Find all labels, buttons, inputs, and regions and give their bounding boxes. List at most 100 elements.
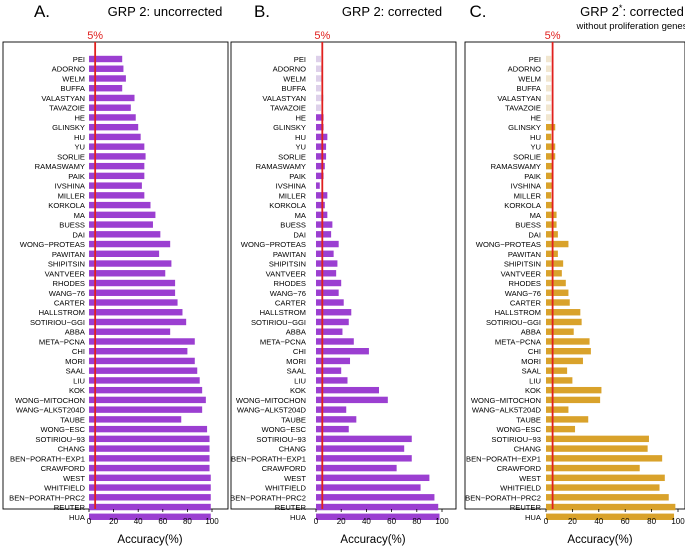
category-label: YU <box>74 143 85 152</box>
chart-panel-2: B. GRP 2: corrected PEIADORNOWELMBUFFAVALA… <box>230 2 457 546</box>
chart-title-rest: : corrected <box>622 4 683 19</box>
category-label: VALASTYAN <box>41 94 85 103</box>
category-label: HU <box>530 133 541 142</box>
x-tick-label: 100 <box>671 517 685 526</box>
category-label: WONG−ESC <box>261 425 306 434</box>
bar-abba <box>546 328 574 335</box>
bar-korkola <box>316 201 325 209</box>
bar-taube <box>546 416 589 423</box>
category-label: BEN−PORATH−EXP1 <box>231 454 306 463</box>
bar-west <box>89 474 211 482</box>
bar-carter <box>316 299 344 306</box>
category-label: WEST <box>284 474 306 483</box>
category-label: HE <box>74 113 85 122</box>
bar-rhodes <box>89 279 176 287</box>
bar-ben-porath-prc2 <box>316 494 435 501</box>
bar-adorno <box>89 65 124 72</box>
bar-sorlie <box>89 153 146 160</box>
chart-subtitle: without proliferation genes <box>576 21 685 32</box>
category-label: TAVAZOIE <box>505 104 541 113</box>
category-label: DAI <box>528 230 541 239</box>
category-label: VANTVEER <box>266 269 307 278</box>
bar-valastyan <box>89 94 135 102</box>
bar-sotiriou-ggi <box>89 318 187 326</box>
bar-crawford <box>316 464 397 472</box>
bar-crawford <box>546 464 640 472</box>
category-label: CHI <box>293 347 306 356</box>
category-label: PAWITAN <box>273 250 306 259</box>
bar-chang <box>89 445 210 452</box>
bar-buess <box>89 221 153 228</box>
category-label: GLINSKY <box>508 123 541 132</box>
category-label: SOTIRIOU−93 <box>256 435 306 444</box>
category-label: HALLSTROM <box>495 308 541 317</box>
category-label: CRAWFORD <box>497 464 542 473</box>
category-label: KOK <box>525 386 541 395</box>
category-label: RAMASWAMY <box>256 162 306 171</box>
category-label: HUA <box>290 513 307 522</box>
bar-chi <box>546 348 591 355</box>
x-tick-label: 20 <box>109 517 118 526</box>
x-tick-label: 40 <box>362 517 371 526</box>
chart-panel-3: C. GRP 2*: corrected without proliferation… <box>464 2 685 546</box>
category-label: META−PCNA <box>39 337 86 346</box>
x-tick-label: 0 <box>544 517 549 526</box>
category-label: CARTER <box>510 299 542 308</box>
category-label: WHITFIELD <box>44 484 85 493</box>
bar-shipitsin <box>546 260 564 267</box>
category-label: CHANG <box>279 445 307 454</box>
category-label: KORKOLA <box>48 201 86 210</box>
category-label: LIU <box>73 376 85 385</box>
bar-ben-porath-exp1 <box>546 455 663 462</box>
category-label: WELM <box>62 74 85 83</box>
bar-shipitsin <box>316 260 338 267</box>
bar-wong-esc <box>89 425 208 433</box>
bar-glinsky <box>89 123 139 131</box>
chart-title-superscript: * <box>619 3 623 13</box>
category-label: WONG−MITOCHON <box>15 396 85 405</box>
chart-title: GRP 2: corrected <box>342 4 442 19</box>
category-label: CHANG <box>58 445 86 454</box>
category-label: KORKOLA <box>269 201 307 210</box>
chart-panel-1: A. GRP 2: uncorrectedPEIADORNOWELMBUFFAVA… <box>2 2 229 546</box>
category-label: BEN−PORATH−PRC2 <box>465 493 541 502</box>
bar-pawitan <box>89 250 160 257</box>
category-label: SHIPITSIN <box>504 260 541 269</box>
category-label: WANG−76 <box>270 289 306 298</box>
category-label: DAI <box>293 230 306 239</box>
category-label: WELM <box>283 74 306 83</box>
bar-pei <box>546 55 552 63</box>
category-label: MORI <box>521 357 541 366</box>
x-tick-label: 60 <box>387 517 396 526</box>
bar-ramaswamy <box>316 162 325 170</box>
category-label: SORLIE <box>513 152 541 161</box>
category-label: HALLSTROM <box>260 308 306 317</box>
category-label: TAUBE <box>516 415 541 424</box>
category-label: PAIK <box>68 172 85 181</box>
category-label: MORI <box>65 357 85 366</box>
category-label: HU <box>74 133 85 142</box>
bar-yu <box>89 143 145 150</box>
bar-ivshina <box>546 182 553 189</box>
x-axis-label: Accuracy(%) <box>340 534 405 546</box>
bar-sotiriou-93 <box>316 435 412 443</box>
bar-ma <box>546 211 557 219</box>
category-label: HUA <box>69 513 86 522</box>
bar-saal <box>89 367 198 374</box>
category-label: HUA <box>525 513 542 522</box>
category-label: MILLER <box>514 191 542 200</box>
category-label: ADORNO <box>273 65 306 74</box>
x-tick-label: 40 <box>134 517 143 526</box>
category-label: IVSHINA <box>511 182 542 191</box>
bar-dai <box>316 231 332 238</box>
bar-hua <box>316 513 440 520</box>
bar-tavazoie <box>89 104 131 111</box>
reference-line-label: 5% <box>314 30 330 42</box>
bar-hallstrom <box>546 309 581 316</box>
category-label: VANTVEER <box>501 269 542 278</box>
bar-sotiriou-93 <box>89 435 210 443</box>
category-label: WELM <box>518 74 541 83</box>
bar-carter <box>89 299 178 306</box>
bar-chang <box>546 445 648 452</box>
bar-ivshina <box>89 182 142 189</box>
